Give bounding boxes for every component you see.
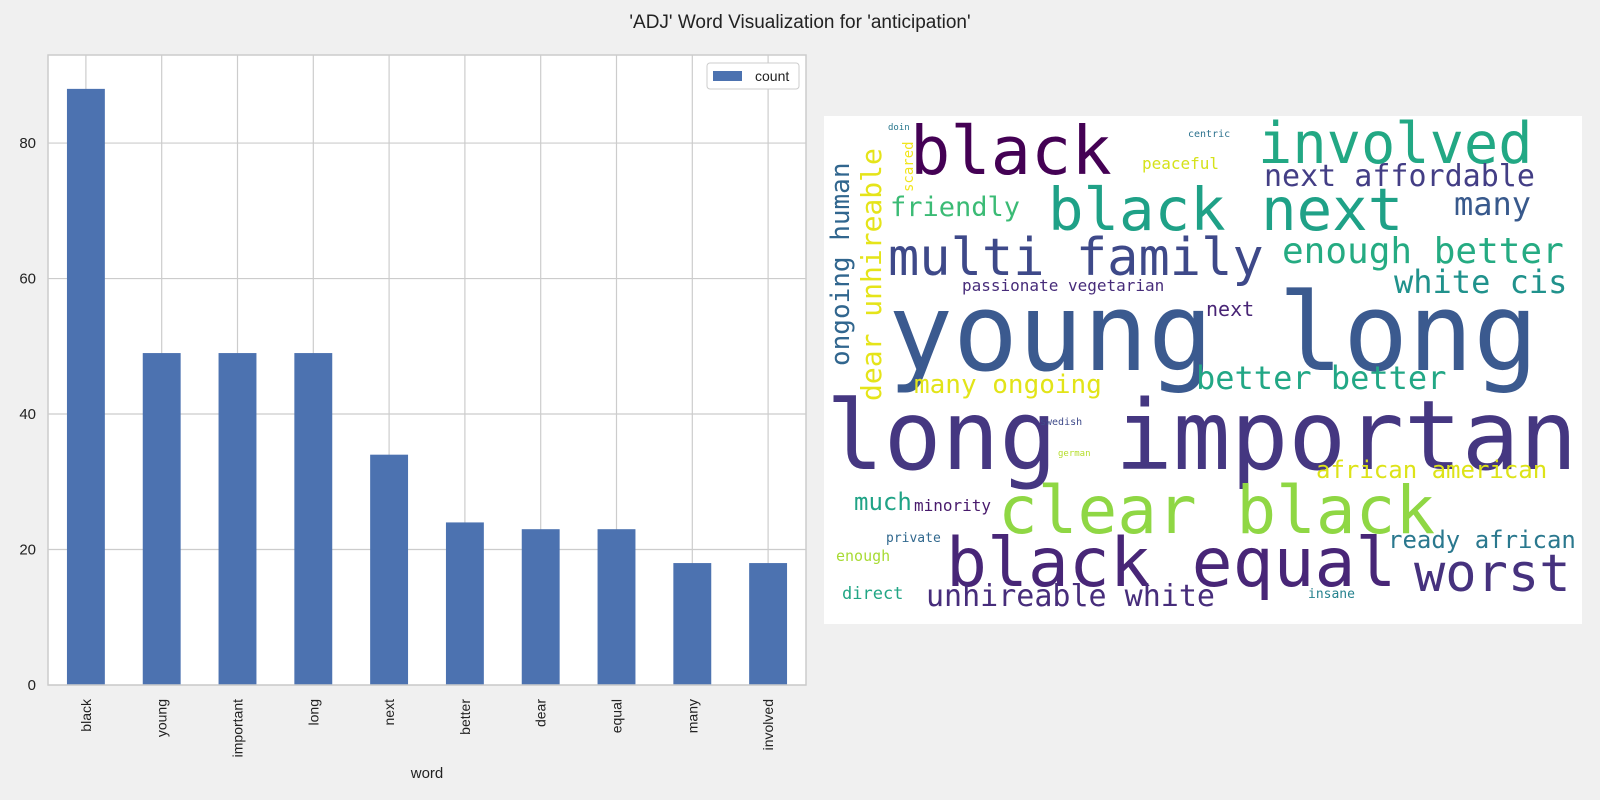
y-tick-label: 80 — [19, 135, 36, 152]
x-tick-label: dear — [533, 699, 549, 727]
y-tick-label: 60 — [19, 271, 36, 288]
x-tick-label: many — [684, 699, 700, 733]
bar-better — [445, 522, 484, 685]
cloud-word: insane — [1308, 587, 1355, 602]
cloud-word: young long — [888, 271, 1539, 396]
x-tick-label: involved — [760, 699, 776, 750]
cloud-word: private — [886, 531, 941, 546]
cloud-word: african american — [1316, 456, 1548, 484]
cloud-word: clear black — [998, 472, 1436, 549]
legend-label: count — [755, 68, 789, 84]
bar-black — [66, 88, 105, 685]
bar-important — [218, 353, 257, 685]
bar-young — [142, 353, 181, 685]
cloud-word: dear unhireable — [855, 148, 888, 401]
cloud-word: black next — [1048, 175, 1404, 244]
cloud-word: friendly — [890, 192, 1021, 223]
x-tick-label: young — [154, 699, 170, 737]
cloud-word: scared — [901, 141, 917, 192]
x-tick-label: equal — [609, 699, 625, 733]
cloud-word: much — [854, 488, 912, 516]
cloud-word: black equal — [946, 524, 1397, 603]
cloud-word: german — [1058, 449, 1091, 459]
figure-title: 'ADJ' Word Visualization for 'anticipati… — [629, 12, 971, 33]
cloud-word: peaceful — [1142, 154, 1220, 173]
bar-long — [294, 353, 333, 685]
y-tick-label: 0 — [28, 677, 36, 694]
y-tick-label: 20 — [19, 542, 36, 559]
cloud-word: centric — [1188, 129, 1231, 140]
cloud-word: black — [910, 116, 1112, 190]
y-tick-label: 40 — [19, 406, 36, 423]
cloud-word: better better — [1196, 359, 1447, 397]
cloud-word: long important — [826, 380, 1582, 492]
cloud-word: ready african — [1388, 526, 1576, 554]
bar-equal — [597, 529, 636, 685]
bar-involved — [749, 563, 788, 685]
cloud-word: next — [1206, 297, 1255, 321]
x-tick-label: better — [457, 699, 473, 735]
cloud-word: doin — [888, 123, 910, 133]
cloud-word: swedish — [1040, 417, 1083, 428]
x-tick-label: important — [230, 699, 246, 757]
x-tick-label: next — [381, 699, 397, 726]
bar-dear — [521, 529, 560, 685]
cloud-word: passionate vegetarian — [962, 276, 1165, 295]
x-tick-label: black — [78, 698, 94, 732]
cloud-word: direct — [842, 584, 904, 604]
word-cloud: young long long important black involved bla… — [824, 116, 1582, 624]
cloud-word: ongoing human — [826, 162, 856, 367]
x-tick-label: long — [305, 699, 321, 725]
legend-box — [706, 62, 800, 90]
cloud-word: worst — [1414, 544, 1571, 604]
cloud-word: many ongoing — [914, 370, 1102, 400]
bar-many — [673, 563, 712, 685]
bar-next — [370, 454, 409, 685]
bar-chart: 0 20 40 60 80 black young important long next bett… — [19, 54, 807, 782]
cloud-word: multi family — [888, 228, 1264, 288]
cloud-word: involved — [1258, 116, 1533, 177]
cloud-word: unhireable white — [926, 579, 1215, 614]
x-axis-label: word — [410, 765, 444, 782]
plot-frame — [47, 54, 807, 686]
cloud-word: enough better — [1282, 231, 1564, 272]
cloud-word: next affordable — [1264, 159, 1535, 194]
cloud-word: enough — [836, 547, 891, 565]
cloud-word: white cis — [1394, 263, 1568, 301]
cloud-word: many — [1454, 185, 1532, 223]
cloud-word: minority — [914, 496, 992, 515]
legend-swatch — [713, 71, 742, 81]
